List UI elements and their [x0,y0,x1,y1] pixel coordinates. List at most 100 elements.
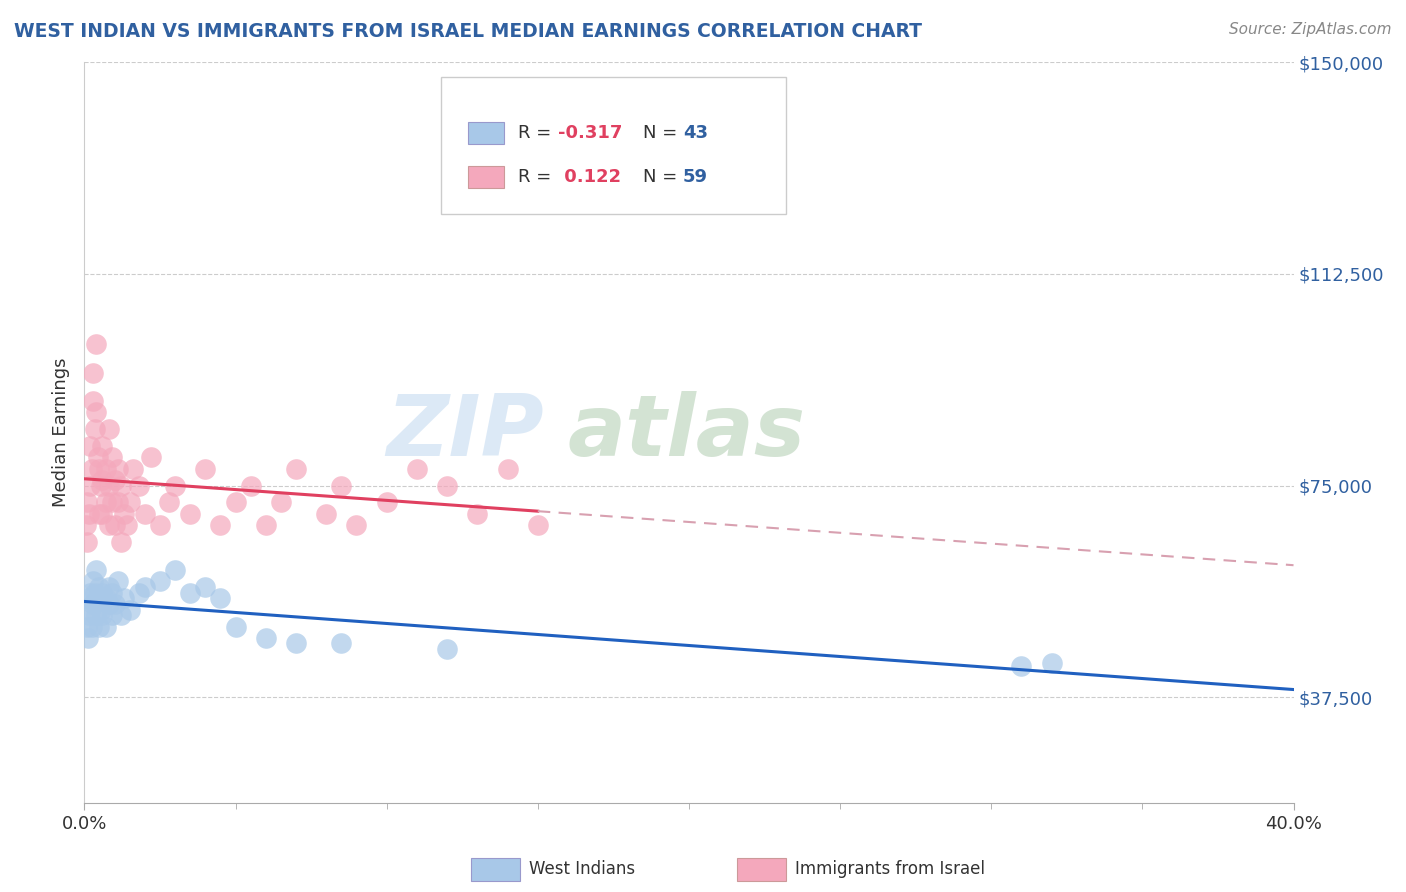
Point [86,563,108,577]
Point [79,602,101,616]
Point [110,608,132,623]
Text: West Indians: West Indians [529,861,636,879]
Point [97,580,120,594]
Point [100,495,122,509]
FancyBboxPatch shape [468,121,503,144]
Point [406,461,429,475]
Text: R =: R = [519,124,557,142]
FancyBboxPatch shape [441,78,786,214]
Point [209,591,232,606]
Point [77,507,100,521]
Point [89,619,111,633]
Point [84,585,107,599]
Point [91,507,114,521]
Point [134,507,156,521]
Text: -0.317: -0.317 [558,124,623,142]
Point [315,507,337,521]
Point [330,636,353,650]
Point [87,591,110,606]
Text: 43: 43 [683,124,707,142]
Point [1011,659,1033,673]
Point [100,585,122,599]
Point [121,461,143,475]
Point [496,461,519,475]
Point [110,478,132,492]
Point [110,535,132,549]
Point [375,495,398,509]
Point [149,518,172,533]
Point [79,585,101,599]
Point [94,591,117,606]
Text: Source: ZipAtlas.com: Source: ZipAtlas.com [1229,22,1392,37]
Point [165,563,187,577]
Point [86,608,108,623]
Point [94,461,117,475]
Point [97,422,120,436]
Point [149,574,172,589]
Point [330,478,353,492]
Point [1040,656,1063,670]
Point [89,461,111,475]
Point [76,619,98,633]
Point [75,518,97,533]
Point [82,597,104,611]
Point [107,574,129,589]
Text: ZIP: ZIP [387,391,544,475]
Point [467,507,489,521]
Point [86,405,108,419]
Point [77,631,100,645]
Point [91,608,114,623]
Point [100,450,122,465]
Point [118,602,141,616]
Point [79,439,101,453]
Point [80,619,103,633]
Point [270,495,292,509]
Point [115,518,138,533]
Point [82,393,104,408]
Y-axis label: Median Earnings: Median Earnings [52,358,70,508]
Point [91,439,114,453]
Point [209,518,232,533]
Point [436,642,458,657]
Text: WEST INDIAN VS IMMIGRANTS FROM ISRAEL MEDIAN EARNINGS CORRELATION CHART: WEST INDIAN VS IMMIGRANTS FROM ISRAEL ME… [14,22,922,41]
Point [89,580,111,594]
Point [97,478,120,492]
Point [104,473,127,487]
Point [82,366,104,380]
Point [139,450,162,465]
Point [97,597,120,611]
Point [225,495,247,509]
FancyBboxPatch shape [468,166,503,188]
Point [90,602,112,616]
Point [104,597,127,611]
Text: R =: R = [519,169,557,186]
Point [239,478,262,492]
Point [82,574,104,589]
Point [436,478,458,492]
Point [179,507,201,521]
Point [79,478,101,492]
Point [194,580,217,594]
Point [77,608,100,623]
Point [91,473,114,487]
Point [107,495,129,509]
Point [128,478,150,492]
Point [285,461,308,475]
Text: 0.122: 0.122 [558,169,621,186]
Point [91,585,114,599]
Point [104,518,127,533]
Point [86,337,108,351]
Point [118,495,141,509]
Point [76,591,98,606]
Point [346,518,368,533]
Point [285,636,308,650]
Point [107,461,129,475]
FancyBboxPatch shape [737,858,786,880]
Point [165,478,187,492]
Text: 59: 59 [683,169,707,186]
Text: N =: N = [643,124,683,142]
Text: Immigrants from Israel: Immigrants from Israel [796,861,986,879]
Point [254,518,277,533]
Point [134,580,156,594]
Point [194,461,217,475]
